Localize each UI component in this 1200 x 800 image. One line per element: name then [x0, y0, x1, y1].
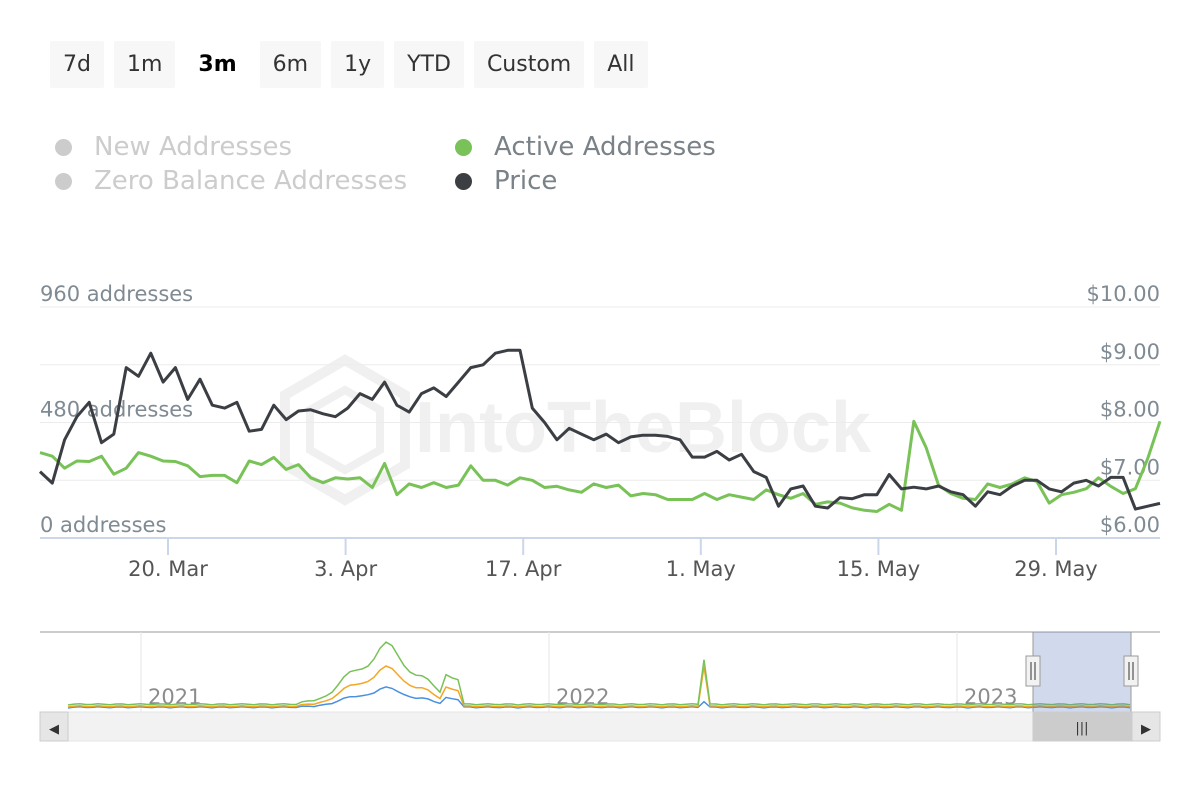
x-axis-tick-label: 20. Mar: [128, 557, 208, 581]
navigator-series-zero-balance-addresses: [67, 665, 1131, 708]
navigator-layer: 2021 2022 2023◀ ▶|||: [39, 631, 1161, 742]
navigator-series-active-addresses: [67, 641, 1131, 706]
gridlines: [40, 306, 1160, 539]
scrollbar-grip-icon: |||: [1075, 721, 1088, 736]
navigator-selection: [1033, 632, 1131, 712]
legend-item-price[interactable]: Price: [455, 166, 557, 196]
series-line-price: [38, 348, 1161, 511]
range-button-all[interactable]: All: [594, 41, 648, 88]
left-axis-tick-label: 0 addresses: [40, 513, 166, 537]
legend-dot-icon: [455, 138, 472, 156]
range-selector: 7d 1m 3m 6m 1y YTD Custom All: [50, 41, 648, 88]
series-line-active-addresses: [39, 419, 1162, 513]
range-button-3m[interactable]: 3m: [185, 41, 250, 88]
scroll-right-arrow-icon: ▶: [1141, 722, 1151, 737]
legend-label: Price: [494, 166, 558, 196]
x-axis: 20. Mar 3. Apr 17. Apr 1. May 15. May 29. May: [128, 538, 1098, 581]
legend-dot-icon: [55, 172, 72, 190]
legend-label: Active Addresses: [494, 132, 716, 162]
legend-dot-icon: [55, 138, 72, 156]
x-axis-tick-label: 3. Apr: [314, 557, 377, 581]
watermark-logo-icon: [280, 354, 410, 506]
x-axis-tick-label: 1. May: [666, 557, 736, 581]
range-button-7d[interactable]: 7d: [50, 41, 104, 88]
range-button-custom[interactable]: Custom: [473, 41, 585, 88]
scroll-left-arrow-icon: ◀: [49, 722, 59, 737]
right-axis-tick-label: $10.00: [1087, 282, 1160, 306]
right-axis-tick-label: $6.00: [1100, 513, 1160, 537]
legend-label: Zero Balance Addresses: [94, 166, 408, 196]
range-button-1y[interactable]: 1y: [331, 41, 385, 88]
legend-item-new-addresses[interactable]: New Addresses: [55, 132, 292, 162]
right-axis-tick-label: $9.00: [1100, 340, 1160, 364]
navigator-right-handle[interactable]: [1123, 655, 1139, 687]
range-button-1m[interactable]: 1m: [113, 41, 176, 88]
left-axis-tick-label: 960 addresses: [40, 282, 193, 306]
range-button-6m[interactable]: 6m: [259, 41, 322, 88]
watermark: IntoTheBlock: [280, 354, 872, 506]
legend-label: New Addresses: [94, 132, 293, 162]
range-button-ytd[interactable]: YTD: [394, 41, 464, 88]
scroll-right-button[interactable]: ▶: [1131, 711, 1161, 742]
scrollbar-thumb[interactable]: |||: [1032, 711, 1132, 742]
x-axis-tick-label: 29. May: [1014, 557, 1098, 581]
series-layer: [38, 348, 1162, 513]
x-axis-tick-label: 15. May: [837, 557, 921, 581]
scrollbar-track[interactable]: [39, 711, 1161, 742]
legend-dot-icon: [455, 172, 472, 190]
right-axis-tick-label: $8.00: [1100, 398, 1160, 422]
legend-item-active-addresses[interactable]: Active Addresses: [455, 132, 716, 162]
watermark-text: IntoTheBlock: [415, 388, 872, 468]
chart-legend: New Addresses Zero Balance Addresses Act…: [55, 132, 775, 212]
scroll-left-button[interactable]: ◀: [39, 711, 69, 742]
navigator-left-handle[interactable]: [1025, 655, 1041, 687]
navigator-year-label: 2022: [556, 685, 609, 709]
navigator-series-new-addresses: [67, 686, 1131, 709]
right-axis: $6.00 $7.00 $8.00 $9.00 $10.00: [1087, 282, 1160, 537]
x-axis-tick-label: 17. Apr: [485, 557, 562, 581]
right-axis-tick-label: $7.00: [1100, 455, 1160, 479]
legend-item-zero-balance-addresses[interactable]: Zero Balance Addresses: [55, 166, 407, 196]
